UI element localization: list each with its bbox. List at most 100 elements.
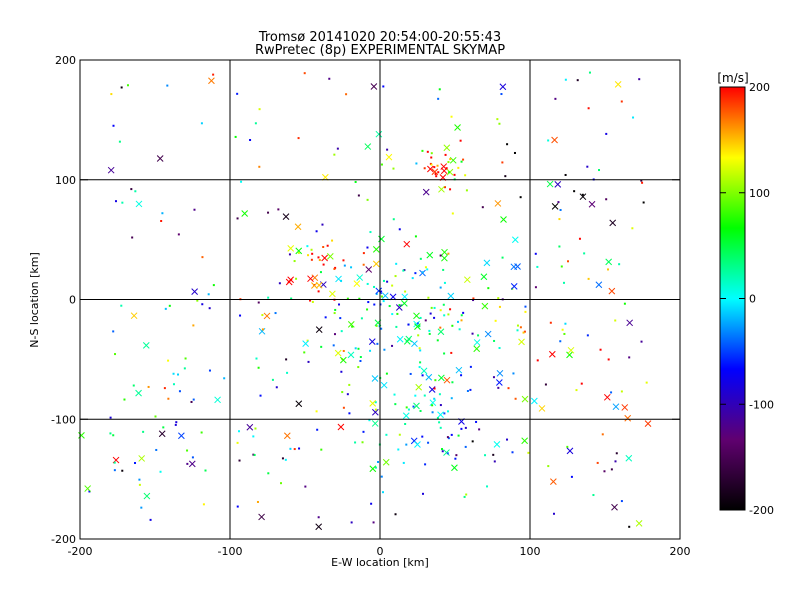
- data-point: [297, 137, 300, 140]
- data-point: [440, 448, 443, 451]
- data-point: [380, 290, 383, 293]
- data-point-cross: [401, 299, 408, 307]
- data-point: [374, 466, 377, 469]
- data-point-cross: [396, 335, 404, 343]
- data-point-cross: [551, 202, 559, 210]
- data-point-cross: [414, 441, 421, 448]
- data-point-cross: [495, 379, 503, 386]
- data-point: [357, 347, 360, 350]
- data-point: [298, 447, 301, 450]
- data-point: [414, 394, 417, 397]
- data-point: [120, 86, 123, 89]
- data-point-cross: [263, 312, 271, 320]
- data-point-cross: [548, 350, 556, 358]
- data-point: [414, 235, 417, 238]
- data-point: [293, 260, 296, 263]
- data-point: [449, 188, 452, 191]
- data-point: [132, 384, 135, 387]
- data-point-cross: [402, 412, 410, 420]
- data-point: [130, 188, 133, 191]
- data-point: [460, 314, 463, 317]
- data-point-cross: [208, 77, 215, 85]
- data-point: [423, 167, 426, 170]
- data-point: [424, 463, 427, 466]
- data-point-cross: [241, 210, 249, 217]
- data-point: [167, 397, 170, 400]
- data-point: [484, 454, 487, 457]
- data-point: [380, 327, 383, 330]
- data-point: [552, 512, 555, 515]
- data-point-cross: [496, 369, 504, 377]
- data-point-cross: [483, 259, 491, 267]
- data-point: [544, 383, 547, 386]
- data-point: [562, 281, 565, 284]
- data-point-cross: [371, 408, 379, 416]
- data-point: [126, 84, 129, 87]
- data-point: [605, 132, 608, 135]
- data-point-cross: [315, 326, 323, 333]
- data-point: [331, 239, 334, 242]
- data-point: [450, 433, 453, 436]
- data-point-cross: [375, 287, 383, 295]
- data-point: [501, 256, 504, 259]
- data-point-cross: [405, 335, 413, 343]
- data-point: [336, 147, 339, 150]
- data-point: [430, 306, 433, 309]
- data-point-cross: [315, 523, 323, 531]
- data-point: [412, 405, 415, 408]
- data-point: [631, 227, 634, 230]
- data-point: [373, 303, 376, 306]
- data-point: [172, 372, 175, 375]
- x-tick-label: -100: [218, 545, 243, 558]
- data-point: [121, 469, 124, 472]
- data-point-cross: [438, 374, 445, 382]
- data-point: [123, 398, 126, 401]
- data-point: [306, 339, 309, 342]
- colorbar-label: [m/s]: [717, 71, 748, 85]
- data-point: [407, 323, 410, 326]
- data-point-cross: [156, 155, 164, 162]
- data-point: [357, 194, 360, 197]
- data-point: [178, 390, 181, 393]
- data-point-cross: [451, 464, 458, 472]
- data-point: [348, 383, 351, 386]
- data-point: [366, 198, 369, 201]
- data-point: [395, 325, 398, 328]
- data-point: [397, 448, 400, 451]
- data-point: [514, 397, 517, 400]
- data-point: [486, 485, 489, 488]
- data-point: [168, 304, 171, 307]
- data-point: [193, 208, 196, 211]
- data-point: [385, 433, 388, 436]
- data-point: [391, 284, 394, 287]
- data-point: [385, 372, 388, 375]
- data-point: [398, 304, 401, 307]
- data-point: [160, 220, 163, 223]
- data-point: [315, 230, 318, 233]
- data-point: [439, 404, 442, 407]
- data-point: [586, 334, 589, 337]
- data-point: [138, 478, 141, 481]
- data-point: [290, 297, 293, 300]
- data-point-cross: [84, 485, 92, 492]
- data-point: [258, 108, 261, 111]
- data-point: [504, 175, 507, 178]
- data-point-cross: [411, 340, 418, 348]
- data-point: [267, 211, 270, 214]
- data-point: [567, 260, 570, 263]
- data-point: [112, 330, 115, 333]
- data-point: [442, 268, 445, 271]
- data-point-cross: [626, 319, 634, 327]
- data-point: [261, 328, 264, 331]
- data-point: [342, 406, 345, 409]
- data-point: [421, 374, 424, 377]
- data-point: [114, 200, 117, 203]
- data-point: [640, 340, 643, 343]
- data-point: [380, 163, 383, 166]
- data-point: [446, 452, 449, 455]
- data-point: [341, 391, 344, 394]
- data-point: [239, 314, 242, 317]
- data-point: [570, 475, 573, 478]
- data-point: [155, 448, 158, 451]
- data-point-cross: [530, 397, 538, 405]
